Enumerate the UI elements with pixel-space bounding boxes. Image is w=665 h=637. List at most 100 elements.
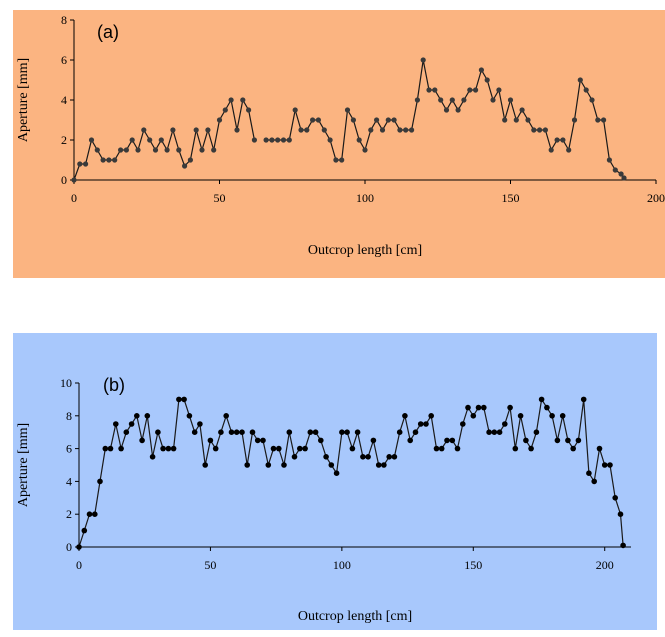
- chart-b-xtick-label: 0: [76, 558, 82, 572]
- chart-a-data-point: [571, 117, 578, 123]
- chart-b-data-point: [197, 421, 203, 427]
- chart-b-data-point: [444, 437, 450, 444]
- chart-b-data-point: [265, 462, 272, 468]
- chart-b-data-point: [333, 470, 340, 476]
- chart-b-data-point: [139, 437, 145, 444]
- chart-a-data-point: [368, 127, 374, 133]
- chart-a-data-point: [216, 117, 223, 123]
- chart-a-data-point: [473, 87, 479, 93]
- chart-a-data-point: [409, 127, 415, 133]
- chart-b-data-point: [318, 437, 324, 444]
- chart-a-data-point: [275, 137, 281, 143]
- chart-b-data-point: [123, 429, 130, 435]
- chart-b-data-point: [375, 462, 382, 468]
- chart-b-data-point: [202, 462, 208, 468]
- chart-a-data-point: [141, 127, 147, 133]
- chart-b-data-point: [365, 454, 371, 460]
- chart-b-data-point: [612, 495, 618, 501]
- chart-a-data-point: [100, 157, 106, 163]
- chart-b-data-point: [307, 429, 314, 435]
- chart-b-data-point: [81, 527, 88, 534]
- chart-a-data-point: [525, 117, 531, 123]
- chart-b-data-point: [128, 421, 135, 427]
- chart-b-data-point: [538, 396, 545, 403]
- chart-a-data-point: [612, 167, 618, 173]
- chart-b-data-point: [254, 437, 261, 444]
- chart-a-data-point: [542, 127, 549, 133]
- chart-a-xtick-label: 150: [502, 191, 520, 205]
- chart-a-data-point: [432, 87, 438, 93]
- chart-a-data-point: [135, 147, 141, 153]
- chart-a-data-point: [286, 137, 292, 143]
- chart-b-data-point: [370, 437, 377, 444]
- chart-b-data-point: [620, 542, 626, 549]
- chart-a-data-point: [129, 137, 135, 143]
- chart-a-data-point: [94, 147, 100, 153]
- chart-b-data-point: [302, 445, 308, 452]
- chart-a-data-point: [606, 157, 613, 163]
- chart-b-data-point: [223, 413, 229, 419]
- chart-b-data-point: [449, 437, 456, 444]
- chart-a-ytick-label: 8: [61, 13, 67, 27]
- chart-b-data-point: [160, 445, 166, 452]
- chart-b-data-point: [207, 437, 214, 444]
- chart-a-data-point: [228, 97, 234, 103]
- chart-a-data-point: [269, 137, 275, 143]
- chart-a-ytick-label: 0: [61, 173, 67, 187]
- chart-b-data-point: [407, 437, 414, 444]
- chart-a-data-point: [589, 97, 595, 103]
- chart-a-svg: 0 2 4 6 8 0 50 100 150 200 Outcrop length [cm] Aper…: [13, 10, 665, 278]
- chart-b-ytick-label: 4: [66, 474, 72, 488]
- chart-b-data-point: [344, 429, 350, 435]
- chart-a-data-point: [519, 107, 525, 113]
- chart-a-data-point: [362, 147, 368, 153]
- chart-b-data-point: [417, 421, 424, 427]
- chart-b-data-point: [523, 437, 529, 444]
- chart-a-data-point: [333, 157, 339, 163]
- chart-a-data-point: [379, 127, 386, 133]
- chart-a-ylabel: Aperture [mm]: [16, 58, 31, 142]
- chart-a-xlabel: Outcrop length [cm]: [308, 243, 422, 258]
- chart-a-data-point: [263, 137, 269, 143]
- chart-b-data-point: [396, 429, 403, 435]
- chart-b-data-point: [312, 429, 319, 435]
- chart-a-data-point: [310, 117, 316, 123]
- chart-a-data-point: [112, 157, 118, 163]
- chart-b-data-point: [155, 429, 161, 435]
- chart-b-data-point: [149, 454, 156, 460]
- chart-b-data-point: [391, 454, 398, 460]
- chart-b-data-point: [212, 445, 219, 452]
- chart-a-ytick-label: 4: [61, 93, 67, 107]
- chart-a-data-point: [292, 107, 298, 113]
- chart-a-data-point: [621, 175, 627, 181]
- chart-a-data-point: [537, 127, 543, 133]
- chart-b-ylabel: Aperture [mm]: [16, 423, 31, 507]
- chart-b-data-point: [491, 429, 498, 435]
- chart-b-ytick-label: 10: [60, 376, 72, 390]
- chart-a-data-point: [426, 87, 432, 93]
- chart-b-data-point: [528, 445, 534, 452]
- chart-b-data-point: [570, 445, 576, 452]
- chart-b-data-point: [165, 445, 172, 452]
- chart-a-data-point: [304, 127, 310, 133]
- chart-a-data-point: [467, 87, 473, 93]
- chart-a-data-point: [595, 117, 601, 123]
- chart-a-data-point: [211, 147, 217, 153]
- chart-b-data-point: [559, 413, 566, 419]
- chart-b-data-point: [92, 511, 98, 517]
- chart-a-data-point: [170, 127, 176, 133]
- chart-a-background: [13, 10, 665, 278]
- chart-panel-a: 0 2 4 6 8 0 50 100 150 200 Outcrop length [cm] Aper…: [13, 10, 665, 278]
- chart-a-ytick-label: 6: [61, 53, 67, 67]
- chart-b-data-point: [270, 445, 277, 452]
- chart-a-data-point: [397, 127, 403, 133]
- chart-b-xtick-label: 150: [464, 558, 482, 572]
- chart-b-data-point: [233, 429, 240, 435]
- chart-b-data-point: [549, 413, 555, 419]
- chart-b-data-point: [554, 437, 561, 444]
- chart-b-data-point: [360, 454, 366, 460]
- chart-b-data-point: [565, 437, 571, 444]
- chart-b-data-point: [228, 429, 235, 435]
- chart-a-data-point: [548, 147, 554, 153]
